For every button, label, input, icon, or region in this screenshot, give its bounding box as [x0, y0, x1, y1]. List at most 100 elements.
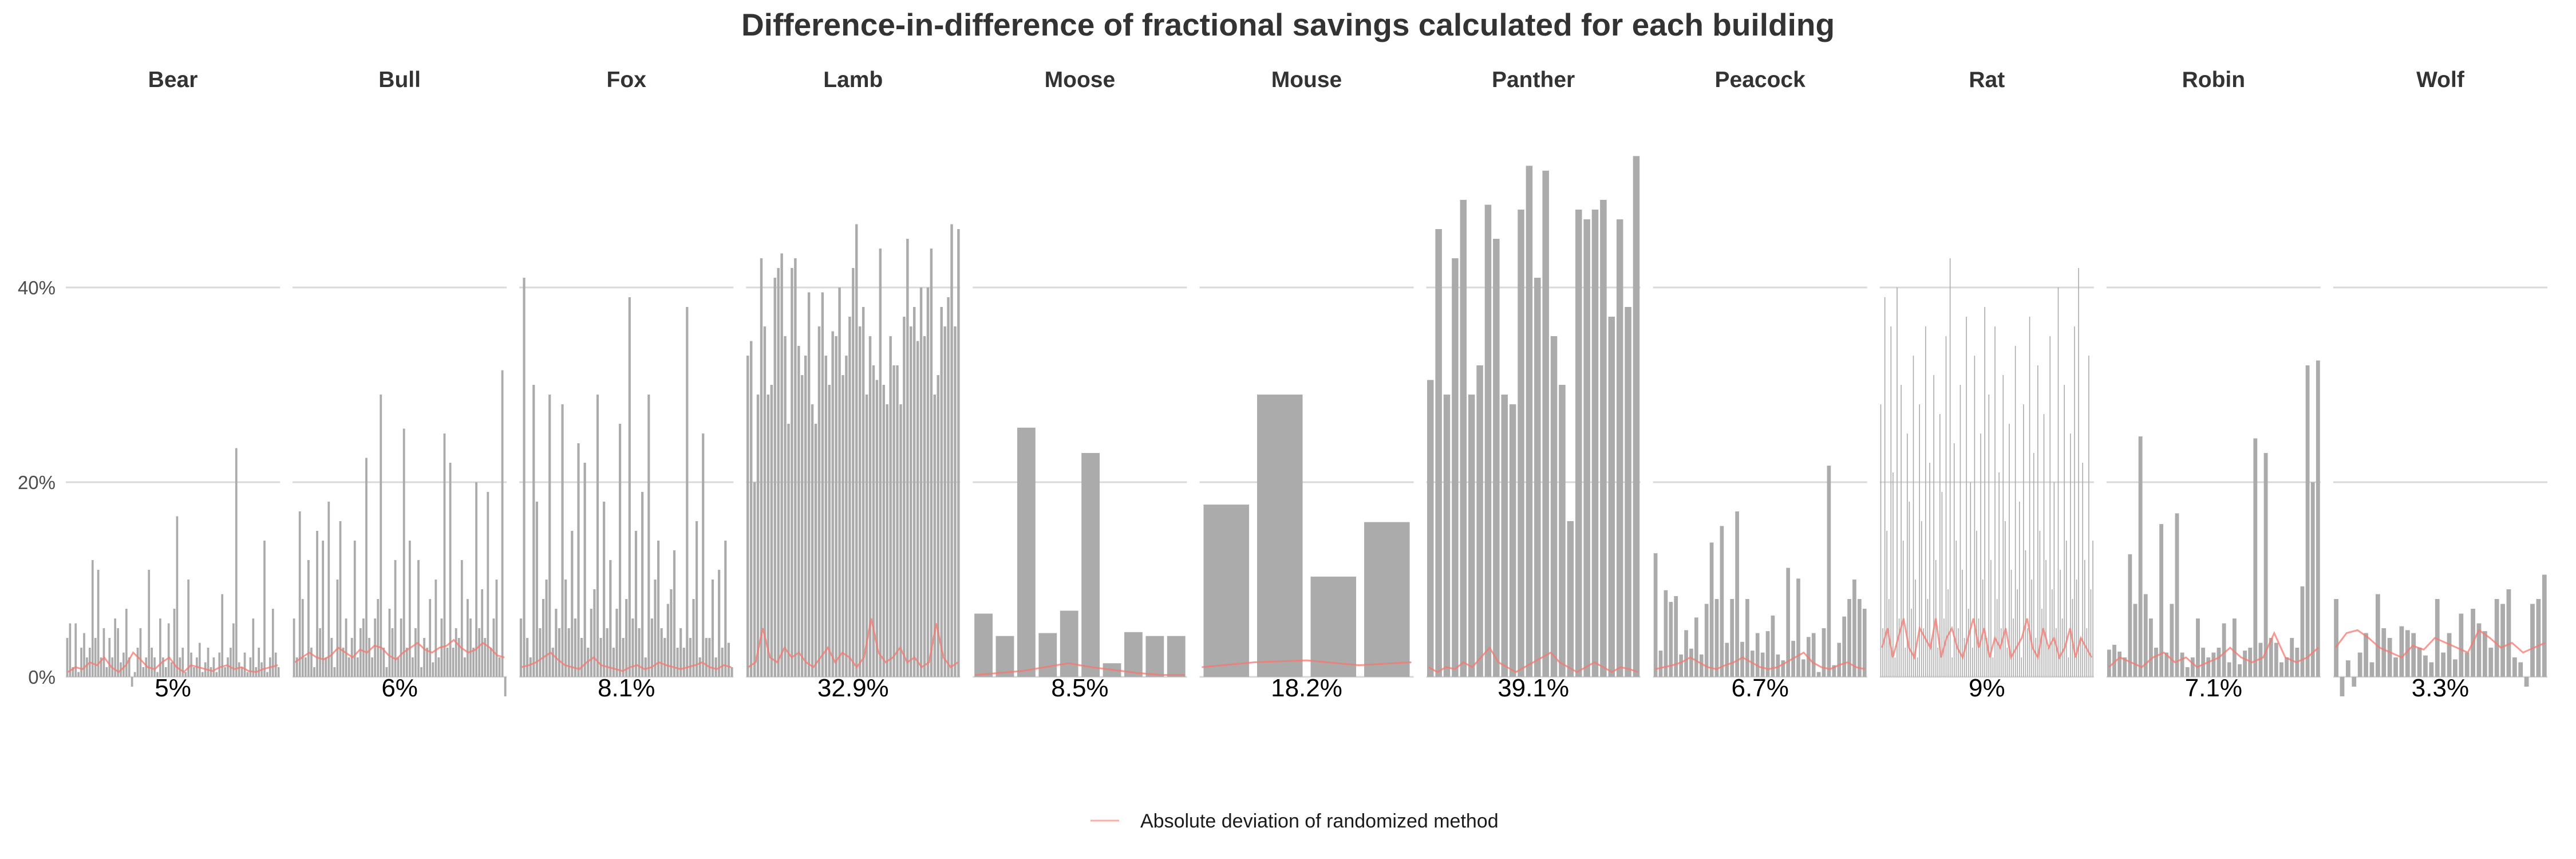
bar — [746, 356, 749, 677]
bar — [2352, 677, 2357, 687]
bar — [558, 628, 561, 677]
bar — [801, 375, 804, 677]
bar — [1919, 404, 1921, 677]
facet-label: Moose — [1045, 68, 1116, 92]
bar — [1443, 395, 1451, 677]
bar — [1518, 210, 1524, 677]
bar — [181, 648, 184, 677]
bar — [1081, 453, 1100, 677]
bar — [313, 667, 315, 677]
bar — [2017, 589, 2018, 677]
bar — [293, 618, 295, 677]
bar — [1986, 638, 1988, 677]
bar — [784, 336, 787, 677]
bar — [452, 648, 455, 677]
bar — [858, 326, 862, 677]
bar — [252, 618, 255, 677]
bar — [590, 609, 592, 677]
bar — [583, 463, 586, 677]
bar — [2090, 589, 2092, 677]
bar — [128, 657, 131, 677]
bar — [2459, 613, 2464, 677]
bar — [2045, 560, 2046, 677]
bar — [1842, 616, 1846, 677]
bar — [91, 560, 94, 677]
bar — [394, 560, 397, 677]
bar — [903, 317, 906, 677]
bar — [612, 648, 615, 677]
bar — [2014, 346, 2016, 677]
bar — [2518, 662, 2523, 677]
bar — [1901, 385, 1902, 677]
bar — [2053, 482, 2055, 677]
bar — [161, 657, 164, 677]
bar — [1699, 654, 1704, 677]
bar — [2025, 550, 2026, 677]
bar — [443, 434, 446, 677]
bar — [714, 657, 717, 677]
bar — [2258, 643, 2263, 677]
bar — [794, 258, 797, 677]
bar — [179, 657, 181, 677]
bar — [1909, 502, 1910, 677]
bar — [100, 657, 102, 677]
bar — [1913, 356, 1914, 677]
bar — [770, 385, 773, 677]
bar — [1893, 472, 1894, 677]
bar — [628, 297, 631, 677]
bar — [777, 268, 780, 677]
bar — [828, 385, 831, 677]
bar — [787, 424, 790, 677]
bar — [2340, 677, 2345, 696]
bar — [1933, 375, 1934, 677]
bar — [670, 589, 673, 677]
bar — [184, 672, 187, 677]
bar — [2253, 438, 2258, 677]
bar — [391, 628, 394, 677]
bar — [780, 253, 783, 677]
bar — [2423, 655, 2428, 677]
bar — [2006, 648, 2008, 677]
deviation-line — [1655, 651, 1866, 670]
bar — [2464, 652, 2470, 677]
bar — [1945, 336, 1947, 677]
bar — [1921, 521, 1922, 677]
bar — [1911, 609, 1912, 677]
bar — [2023, 404, 2024, 677]
bar — [218, 652, 221, 677]
bar — [1583, 219, 1590, 677]
bar — [705, 638, 708, 677]
bar — [571, 531, 574, 677]
bar — [437, 657, 440, 677]
bar — [641, 492, 644, 677]
bar — [215, 672, 218, 677]
deviation-line — [1881, 618, 2093, 660]
bar — [198, 643, 201, 677]
bar — [692, 599, 695, 677]
bar — [156, 672, 159, 677]
bar — [845, 356, 848, 677]
bar — [2074, 326, 2075, 677]
bar — [666, 604, 669, 677]
bar — [2013, 618, 2014, 677]
bar — [2076, 580, 2077, 677]
bar — [173, 609, 176, 677]
bar — [310, 648, 313, 677]
bar — [1709, 542, 1714, 677]
bar — [301, 599, 304, 677]
bar — [599, 638, 602, 677]
bar — [2057, 287, 2059, 677]
bar — [753, 482, 756, 677]
bar — [164, 667, 167, 677]
bar — [1771, 615, 1775, 677]
bar — [469, 618, 472, 677]
bar — [1559, 385, 1566, 677]
bar — [2056, 628, 2057, 677]
bar — [330, 638, 333, 677]
bar — [603, 502, 606, 677]
bar — [1509, 404, 1516, 677]
bar — [865, 395, 868, 677]
bar — [930, 249, 933, 677]
bar — [2357, 652, 2362, 677]
bar — [1972, 648, 1973, 677]
